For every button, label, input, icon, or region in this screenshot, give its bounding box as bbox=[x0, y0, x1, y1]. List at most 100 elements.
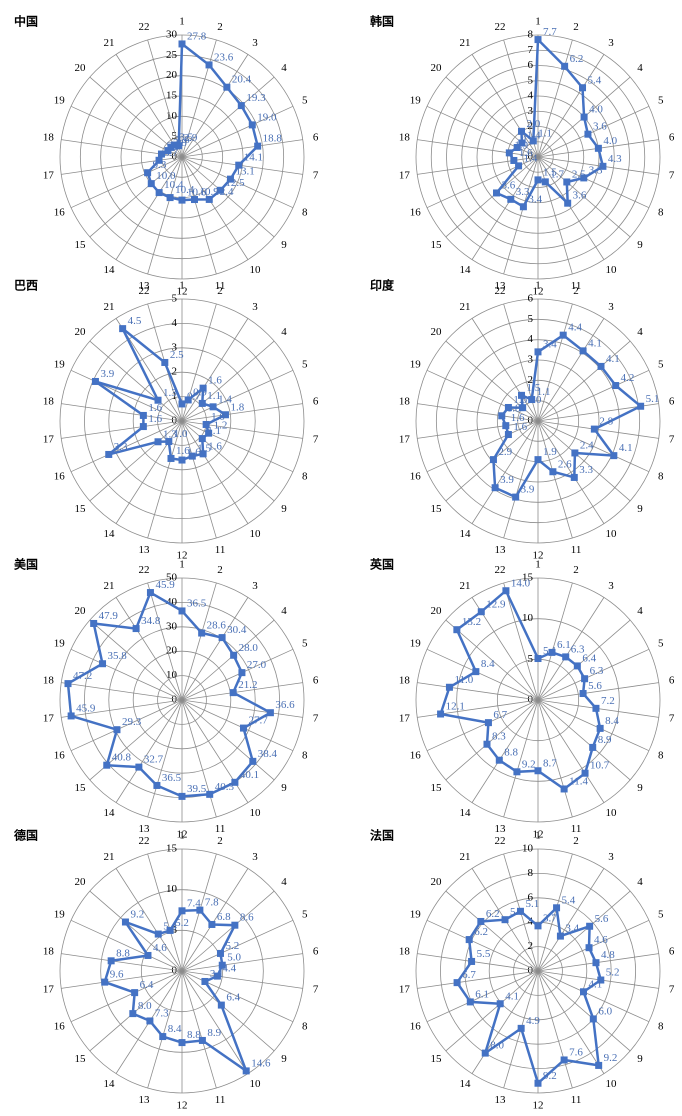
data-label: 36.5 bbox=[162, 772, 182, 784]
category-label: 9 bbox=[637, 1053, 643, 1065]
spoke bbox=[503, 699, 539, 818]
category-label: 15 bbox=[430, 503, 442, 515]
r-tick-label: 1 bbox=[172, 390, 178, 402]
category-label: 12 bbox=[177, 286, 188, 298]
marker bbox=[139, 423, 147, 431]
spoke bbox=[181, 420, 217, 539]
category-label: 17 bbox=[43, 434, 55, 446]
marker bbox=[205, 61, 213, 69]
marker bbox=[534, 767, 542, 775]
marker bbox=[154, 930, 162, 938]
spoke bbox=[537, 340, 631, 422]
r-tick-label: 3 bbox=[172, 341, 178, 353]
marker bbox=[178, 456, 186, 464]
marker bbox=[166, 194, 174, 202]
marker bbox=[155, 156, 163, 164]
marker bbox=[129, 1010, 137, 1018]
marker bbox=[549, 468, 557, 476]
spoke bbox=[70, 420, 183, 473]
category-label: 18 bbox=[43, 395, 55, 407]
r-tick-label: 6 bbox=[528, 891, 534, 903]
marker bbox=[248, 121, 256, 129]
spoke bbox=[61, 403, 183, 422]
data-label: 18.8 bbox=[263, 133, 283, 145]
spoke bbox=[181, 970, 275, 1052]
chart-title: 德国 bbox=[14, 828, 38, 843]
category-label: 14 bbox=[460, 528, 472, 540]
spoke bbox=[537, 420, 631, 502]
spoke bbox=[426, 369, 539, 422]
spoke bbox=[417, 139, 539, 158]
chart-title: 巴西 bbox=[14, 279, 38, 293]
data-label: 4.1 bbox=[588, 978, 602, 990]
category-label: 5 bbox=[658, 94, 664, 106]
category-label: 3 bbox=[608, 301, 614, 313]
marker bbox=[154, 438, 162, 446]
data-label: 21.2 bbox=[238, 679, 257, 691]
category-label: 6 bbox=[669, 674, 675, 686]
category-label: 5 bbox=[302, 94, 308, 106]
marker bbox=[242, 1067, 250, 1075]
category-label: 8 bbox=[302, 207, 308, 219]
spoke bbox=[147, 582, 183, 701]
data-label: 7.3 bbox=[155, 1007, 169, 1019]
data-label: 1.6 bbox=[187, 447, 201, 459]
spoke bbox=[417, 156, 539, 175]
data-label: 10.7 bbox=[590, 760, 610, 772]
spoke bbox=[61, 699, 183, 718]
marker bbox=[190, 196, 198, 204]
spoke bbox=[70, 970, 183, 1023]
data-label: 30.4 bbox=[227, 624, 247, 636]
data-label: 8.7 bbox=[543, 757, 557, 769]
marker bbox=[178, 607, 186, 615]
category-label: 2 bbox=[217, 835, 223, 847]
data-label: 11.0 bbox=[454, 674, 473, 686]
spoke bbox=[181, 318, 249, 422]
marker bbox=[493, 189, 501, 197]
spoke bbox=[537, 369, 650, 422]
r-tick-label: 20 bbox=[166, 69, 178, 81]
marker bbox=[147, 180, 155, 188]
spoke bbox=[537, 156, 659, 175]
chart-title: 中国 bbox=[14, 14, 38, 29]
r-tick-label: 5 bbox=[172, 924, 178, 936]
category-label: 4 bbox=[637, 62, 643, 74]
data-label: 6.3 bbox=[590, 665, 604, 677]
marker bbox=[453, 979, 461, 987]
marker bbox=[637, 402, 645, 410]
spoke bbox=[181, 156, 294, 209]
category-label: 22 bbox=[138, 564, 149, 576]
spoke bbox=[417, 403, 539, 422]
category-label: 18 bbox=[43, 945, 55, 957]
marker bbox=[519, 404, 527, 412]
data-label: 3.3 bbox=[516, 186, 530, 198]
data-label: 9.2 bbox=[130, 909, 144, 921]
category-label: 13 bbox=[138, 1094, 150, 1106]
data-label: 6.7 bbox=[462, 969, 476, 981]
spoke bbox=[181, 890, 275, 972]
marker bbox=[561, 62, 569, 70]
category-label: 2 bbox=[573, 835, 579, 847]
spoke bbox=[537, 970, 605, 1074]
data-label: 3.9 bbox=[521, 484, 535, 496]
marker bbox=[529, 137, 537, 145]
data-label: 6.2 bbox=[570, 53, 584, 65]
category-label: 2 bbox=[573, 564, 579, 576]
spoke bbox=[445, 699, 539, 781]
marker bbox=[437, 710, 445, 718]
marker bbox=[206, 790, 214, 798]
marker bbox=[579, 347, 587, 355]
marker bbox=[188, 452, 196, 460]
category-label: 15 bbox=[74, 782, 86, 794]
data-label: 7.2 bbox=[601, 695, 615, 707]
marker bbox=[590, 425, 598, 433]
marker bbox=[563, 178, 571, 186]
category-label: 4 bbox=[281, 326, 287, 338]
spoke bbox=[537, 420, 650, 473]
marker bbox=[144, 169, 152, 177]
spoke bbox=[115, 597, 183, 701]
marker bbox=[564, 199, 572, 207]
data-label: 2.5 bbox=[170, 349, 184, 361]
